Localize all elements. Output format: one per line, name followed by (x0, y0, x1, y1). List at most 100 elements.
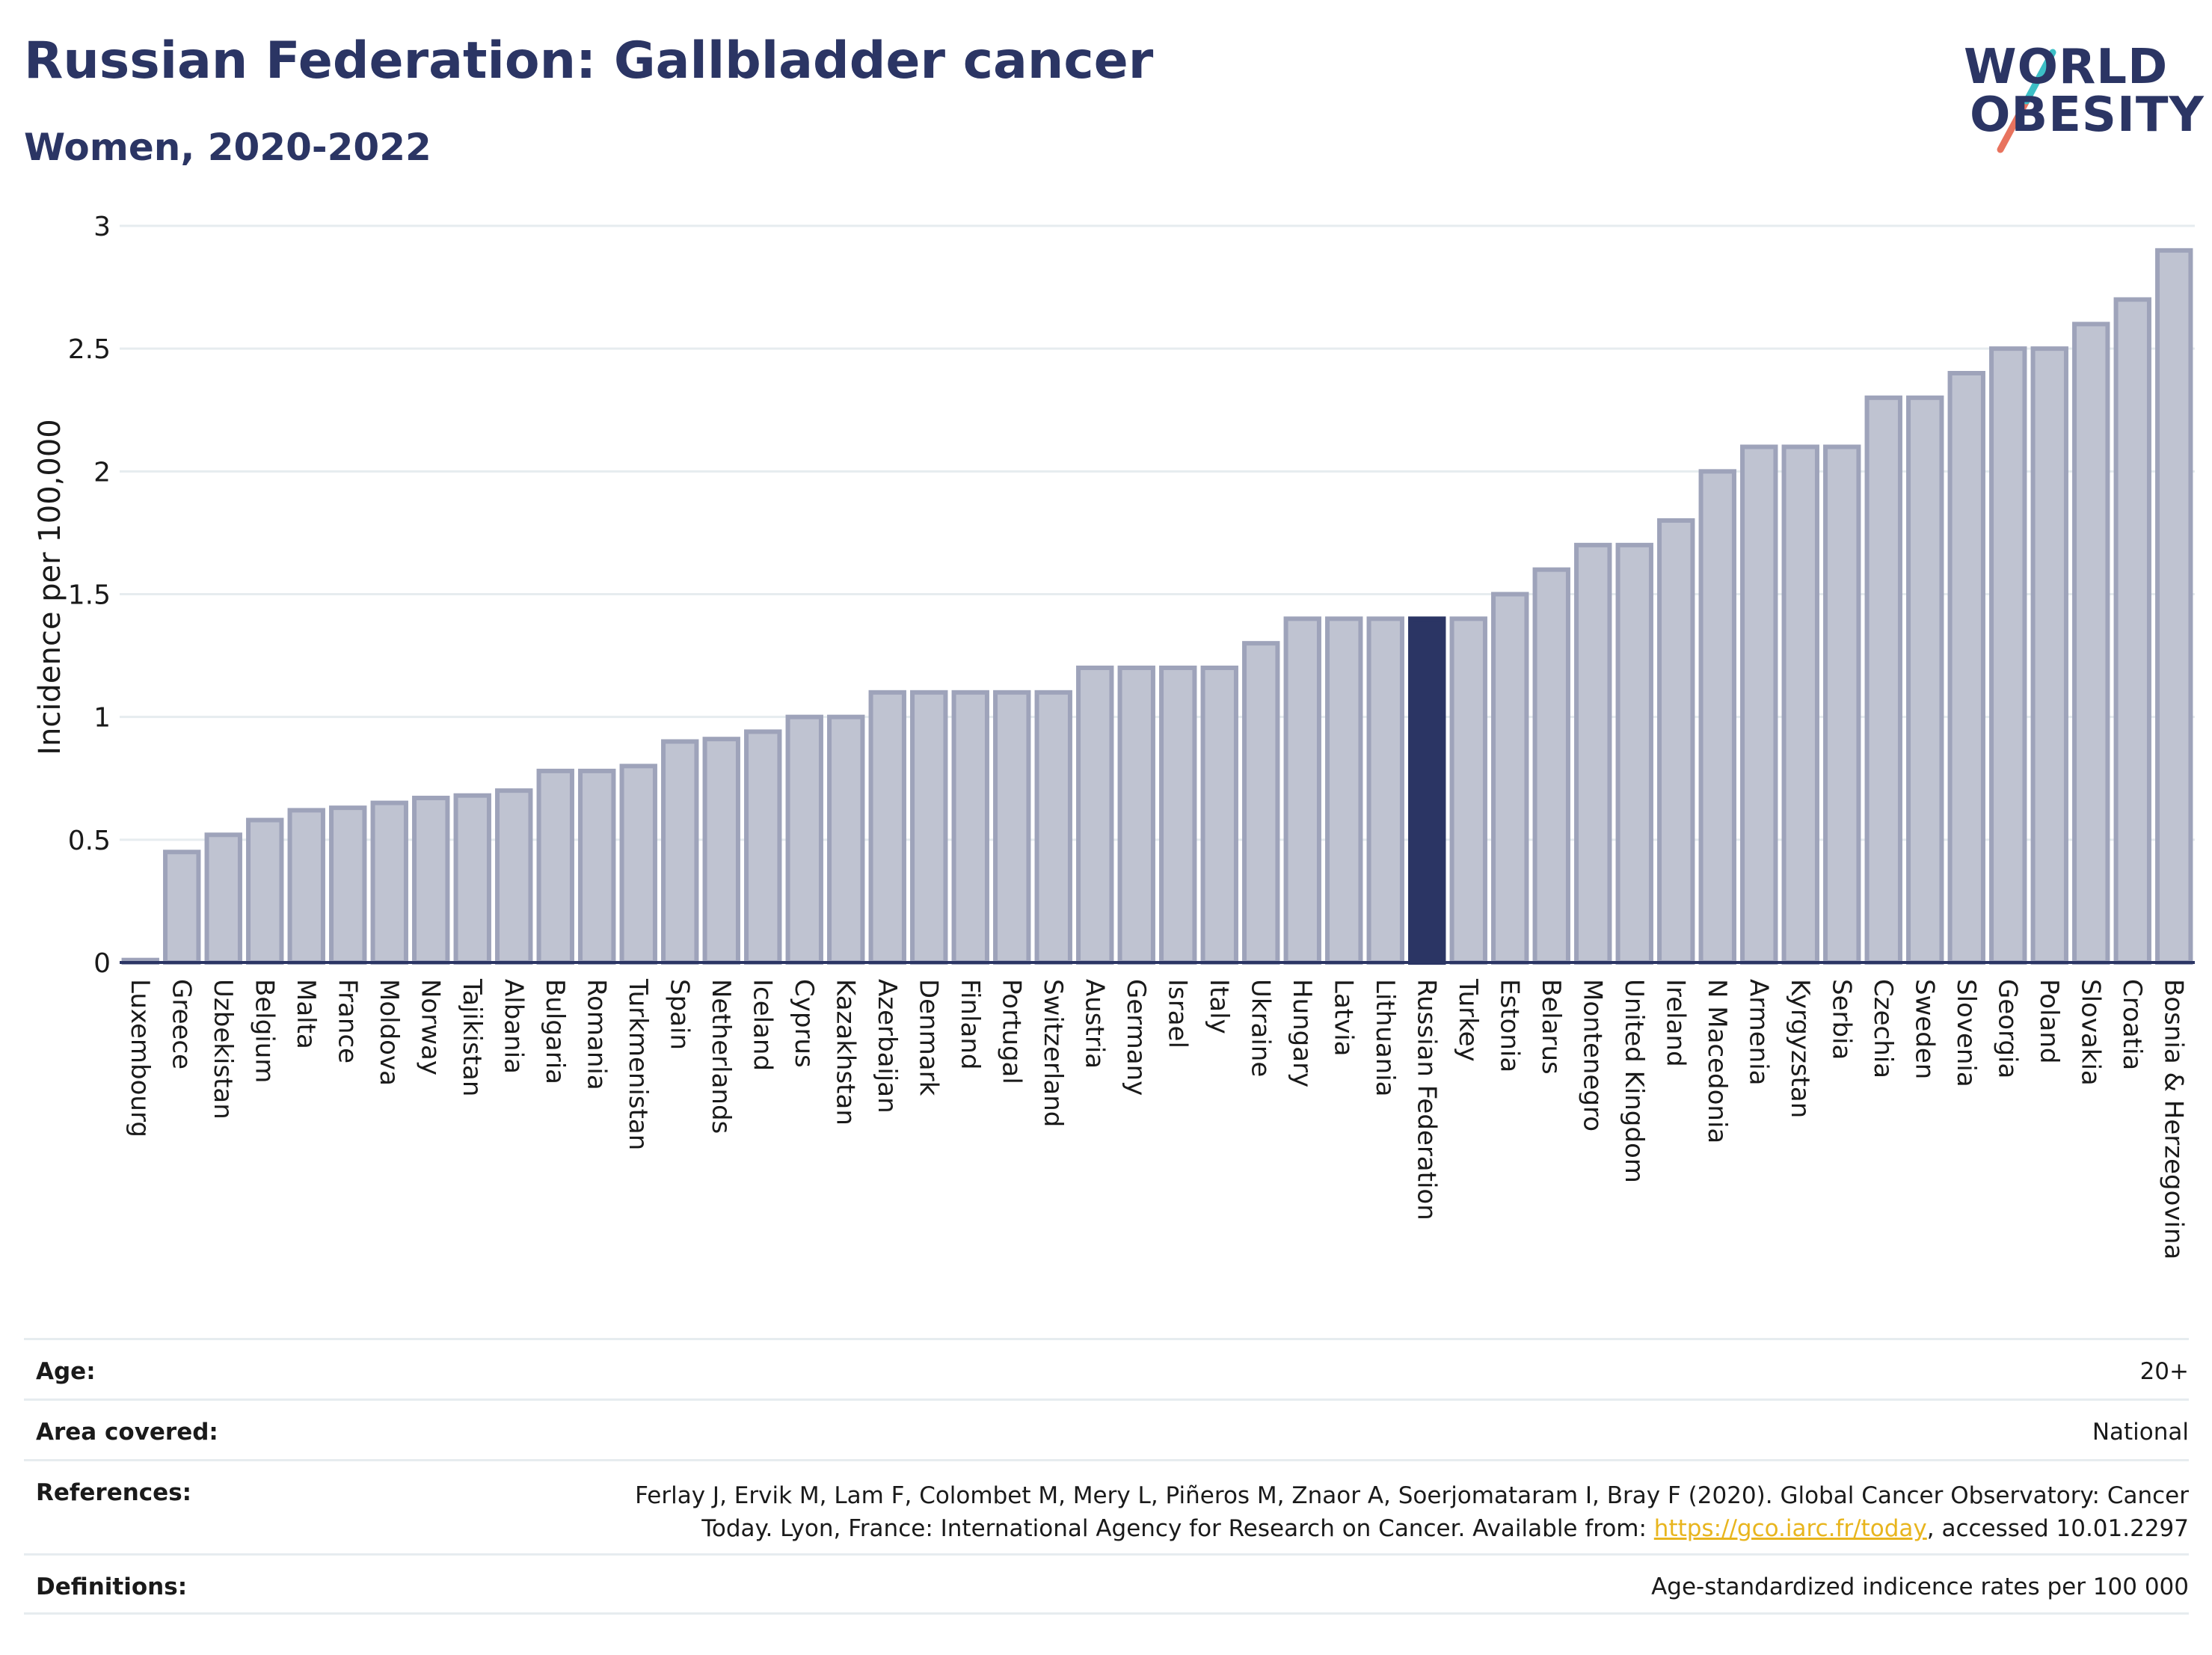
bar-moldova (370, 800, 408, 965)
metadata-table: Age: 20+ Area covered: National Referenc… (24, 1338, 2189, 1615)
bar-croatia (2113, 297, 2151, 965)
bar-chart: 0 0.5 1 1.5 2 2.5 3 Luxembourg Greece Uzbekistan B… (33, 212, 2195, 1259)
x-tick-label: Russian Federation (1411, 979, 1441, 1220)
bar-russian-federation (1408, 616, 1446, 965)
x-tick-label: Croatia (2117, 979, 2147, 1070)
area-value: National (2092, 1419, 2189, 1446)
x-tick-label: Hungary (1287, 979, 1317, 1087)
bar-ireland (1657, 518, 1695, 965)
axis-layer: 0 0.5 1 1.5 2 2.5 3 Luxembourg Greece Uzbekistan B… (68, 212, 2195, 1259)
y-tick-label: 0 (93, 948, 111, 979)
x-tick-label: Ukraine (1245, 979, 1275, 1077)
bar-belgium (246, 817, 284, 965)
x-tick-label: France (332, 979, 362, 1063)
x-tick-label: N Macedonia (1702, 979, 1732, 1143)
references-suffix: , accessed 10.01.2297 (1926, 1515, 2189, 1542)
x-tick-label: Italy (1204, 979, 1234, 1034)
x-tick-label: Germany (1121, 979, 1151, 1096)
x-tick-label: Slovakia (2075, 979, 2105, 1086)
bar-armenia (1740, 444, 1778, 965)
x-tick-label: Austria (1079, 979, 1109, 1069)
x-tick-label: Poland (2034, 979, 2064, 1064)
x-tick-label: Kazakhstan (830, 979, 860, 1126)
x-tick-label: Israel (1162, 979, 1192, 1048)
age-value: 20+ (2139, 1358, 2189, 1385)
x-tick-label: Finland (955, 979, 985, 1070)
x-tick-label: Serbia (1826, 979, 1856, 1060)
bar-denmark (910, 690, 948, 965)
x-tick-label: Netherlands (706, 979, 736, 1134)
chart-title: Russian Federation: Gallbladder cancer (24, 31, 1154, 90)
bar-kyrgyzstan (1781, 444, 1819, 965)
x-tick-label: Azerbaijan (872, 979, 902, 1114)
x-tick-label: Montenegro (1577, 979, 1607, 1132)
bar-romania (578, 768, 616, 965)
y-axis-label: Incidence per 100,000 (33, 419, 67, 755)
x-tick-label: Cyprus (789, 979, 819, 1068)
y-tick-label: 0.5 (68, 826, 111, 856)
x-tick-label: Tajikistan (457, 978, 487, 1096)
x-tick-label: Armenia (1743, 979, 1773, 1086)
area-label: Area covered: (36, 1419, 218, 1446)
x-tick-label: Luxembourg (125, 979, 155, 1137)
bar-layer (121, 248, 2193, 965)
logo-slash-icon (1997, 49, 2056, 153)
bar-turkmenistan (619, 764, 657, 965)
bar-france (329, 805, 367, 965)
bar-azerbaijan (868, 690, 906, 965)
references-label: References: (36, 1479, 192, 1506)
x-tick-label: Belgium (249, 979, 279, 1083)
bar-slovakia (2072, 322, 2110, 965)
x-tick-label: Kyrgyzstan (1785, 979, 1815, 1118)
bar-iceland (744, 729, 782, 965)
x-tick-label: Romania (581, 979, 611, 1090)
definitions-label: Definitions: (36, 1573, 188, 1600)
chart-subtitle: Women, 2020-2022 (24, 126, 431, 169)
bar-norway (412, 796, 450, 965)
x-tick-label: Ireland (1660, 979, 1690, 1067)
x-tick-label: Greece (166, 979, 196, 1069)
bar-malta (287, 808, 325, 965)
bar-united-kingdom (1615, 542, 1653, 965)
bar-uzbekistan (204, 832, 242, 965)
world-obesity-logo: WORLD OBESITY (1952, 30, 2204, 161)
x-tick-label: Malta (291, 979, 321, 1049)
x-tick-label: Lithuania (1370, 979, 1400, 1096)
x-tick-label: Spain (664, 979, 694, 1050)
x-tick-label: Sweden (1909, 979, 1939, 1079)
bar-israel (1159, 666, 1197, 965)
x-tick-label: Iceland (747, 979, 777, 1071)
bar-belarus (1532, 567, 1570, 965)
y-tick-label: 3 (93, 212, 111, 242)
bar-poland (2030, 346, 2068, 965)
bar-greece (163, 850, 201, 965)
x-tick-label: Switzerland (1038, 979, 1068, 1127)
bar-italy (1200, 666, 1238, 965)
logo-line1: WORLD (1964, 40, 2169, 95)
bar-turkey (1449, 616, 1487, 965)
x-tick-label: Moldova (374, 979, 404, 1086)
bar-netherlands (702, 737, 740, 965)
bar-czechia (1864, 395, 1902, 965)
references-link[interactable]: https://gco.iarc.fr/today (1653, 1515, 1927, 1542)
meta-row-age: Age: 20+ (24, 1338, 2189, 1398)
definitions-value: Age-standardized indicence rates per 100… (1651, 1573, 2189, 1600)
age-label: Age: (36, 1358, 96, 1385)
bar-germany (1117, 666, 1155, 965)
bar-cyprus (785, 714, 823, 965)
x-tick-label: Estonia (1494, 979, 1524, 1072)
bar-n-macedonia (1698, 469, 1736, 965)
meta-row-definitions: Definitions: Age-standardized indicence … (24, 1553, 2189, 1615)
x-tick-label: Georgia (1992, 979, 2022, 1078)
y-tick-label: 2.5 (68, 334, 111, 365)
x-tick-label: Bulgaria (540, 979, 570, 1084)
x-tick-label: Norway (415, 979, 445, 1075)
x-tick-label: Slovenia (1951, 979, 1981, 1087)
bar-montenegro (1574, 542, 1612, 965)
meta-row-references: References: Ferlay J, Ervik M, Lam F, Co… (24, 1459, 2189, 1553)
x-tick-label: Uzbekistan (208, 979, 238, 1120)
x-tick-label: Belarus (1536, 979, 1566, 1075)
x-tick-label: Denmark (913, 979, 943, 1096)
bar-portugal (993, 690, 1031, 965)
bar-sweden (1906, 395, 1944, 965)
